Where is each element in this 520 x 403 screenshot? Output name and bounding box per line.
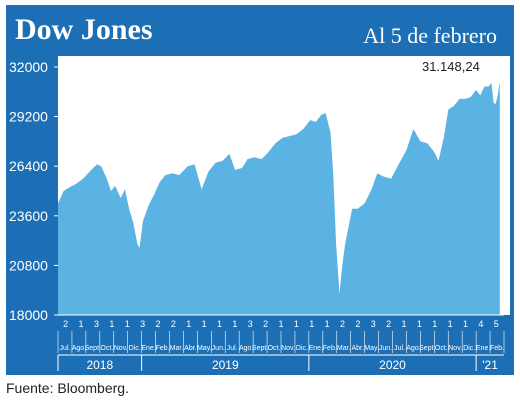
chart-title: Dow Jones — [15, 13, 153, 46]
x-month-label: Mar. — [170, 345, 184, 352]
dow-jones-chart: Dow Jones Al 5 de febrero 32000 29200 2640… — [9, 13, 510, 372]
x-month-label: Feb. — [155, 345, 169, 352]
x-month-label: May. — [197, 345, 212, 352]
x-day-label: 1 — [294, 319, 299, 329]
x-month-label: Jul. — [227, 345, 238, 352]
x-day-label: 1 — [402, 319, 407, 329]
x-month-label: Dic. — [296, 345, 308, 352]
x-day-label: 3 — [371, 319, 376, 329]
y-tick-label: 18000 — [9, 307, 48, 323]
x-day-label: 1 — [278, 319, 283, 329]
x-month-label: Abr. — [351, 345, 364, 352]
x-month-label: May. — [364, 345, 379, 352]
x-month-label: Ene. — [476, 345, 490, 352]
x-month-label: Oct. — [100, 345, 113, 352]
y-tick-label: 29200 — [9, 109, 48, 125]
x-day-label: 2 — [386, 319, 391, 329]
y-tick-label: 26400 — [9, 158, 48, 174]
x-day-label: 1 — [79, 319, 84, 329]
source-note: Fuente: Bloomberg. — [6, 380, 129, 396]
x-day-label: 1 — [432, 319, 437, 329]
x-month-label: Jul. — [60, 345, 71, 352]
x-day-label: 2 — [171, 319, 176, 329]
x-day-label: 1 — [202, 319, 207, 329]
area-fill — [58, 82, 500, 315]
x-day-label: 3 — [140, 319, 145, 329]
x-year-label: '21 — [482, 358, 498, 372]
x-month-label: Jul. — [394, 345, 405, 352]
x-year-label: 2018 — [86, 358, 113, 372]
x-month-label: Ene. — [141, 345, 155, 352]
x-day-label: 1 — [325, 319, 330, 329]
x-day-label: 3 — [248, 319, 253, 329]
x-month-label: Oct. — [435, 345, 448, 352]
x-month-label: Sept. — [85, 345, 101, 352]
y-axis: 32000 29200 26400 23600 20800 18000 — [9, 59, 58, 323]
x-month-label: Nov. — [114, 345, 128, 352]
x-day-label: 4 — [478, 319, 483, 329]
y-tick-label: 20800 — [9, 257, 48, 273]
x-day-label: 1 — [232, 319, 237, 329]
x-day-label: 1 — [463, 319, 468, 329]
x-month-label: Abr. — [184, 345, 197, 352]
x-month-label: Nov. — [281, 345, 295, 352]
x-month-label: Ago. — [239, 345, 253, 352]
y-tick-label: 32000 — [9, 59, 48, 75]
x-month-label: Sept. — [419, 345, 435, 352]
x-month-label: Ene. — [309, 345, 323, 352]
x-year-label: 2019 — [212, 358, 239, 372]
x-day-label: 2 — [155, 319, 160, 329]
x-month-label: Sept. — [252, 345, 268, 352]
x-year-label: 2020 — [379, 358, 406, 372]
chart-subtitle: Al 5 de febrero — [363, 23, 497, 48]
x-day-label: 1 — [125, 319, 130, 329]
x-day-label: 2 — [63, 319, 68, 329]
x-day-label: 1 — [309, 319, 314, 329]
x-month-label: Feb. — [490, 345, 504, 352]
x-day-label: 1 — [186, 319, 191, 329]
x-day-label: 2 — [355, 319, 360, 329]
x-month-label: Oct. — [268, 345, 281, 352]
x-day-label: 2 — [263, 319, 268, 329]
last-value-label: 31.148,24 — [422, 59, 480, 74]
x-month-label: Jun. — [212, 345, 225, 352]
x-day-label: 1 — [417, 319, 422, 329]
x-month-label: Dic. — [463, 345, 475, 352]
x-day-label: 1 — [217, 319, 222, 329]
x-day-label: 3 — [94, 319, 99, 329]
x-day-label: 2 — [340, 319, 345, 329]
x-month-label: Feb. — [323, 345, 337, 352]
x-month-label: Mar. — [337, 345, 351, 352]
chart-card: Dow Jones Al 5 de febrero 32000 29200 2640… — [6, 5, 514, 375]
area-series — [58, 82, 500, 315]
x-day-label: 1 — [109, 319, 114, 329]
y-tick-label: 23600 — [9, 208, 48, 224]
x-month-label: Ago. — [406, 345, 420, 352]
x-month-label: Ago. — [72, 345, 86, 352]
x-day-label: 1 — [448, 319, 453, 329]
x-month-label: Dic. — [129, 345, 141, 352]
x-month-label: Jun. — [379, 345, 392, 352]
x-day-label: 5 — [494, 319, 499, 329]
x-month-label: Nov. — [448, 345, 462, 352]
